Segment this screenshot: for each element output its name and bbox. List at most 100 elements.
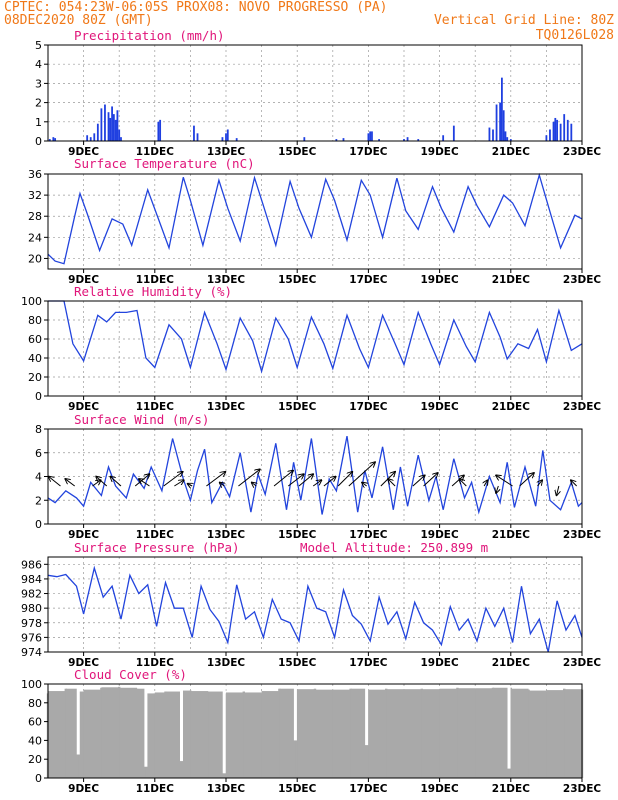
pressure-xtick-label: 19DEC <box>420 657 459 669</box>
precipitation-bar <box>495 104 498 141</box>
precipitation-bar <box>112 114 115 141</box>
wind-ytick-label: 6 <box>35 447 42 460</box>
wind-vector-arrow <box>459 479 467 487</box>
precipitation-bar <box>371 131 373 141</box>
wind-vector-arrow <box>312 480 321 487</box>
cloud-cover-bar <box>154 692 166 778</box>
cloud-cover-bar <box>457 688 476 778</box>
humidity-xtick-label: 15DEC <box>278 401 317 413</box>
precipitation-bar <box>342 138 345 141</box>
precipitation-bar <box>111 106 113 141</box>
cloud-cover-bar <box>145 693 155 778</box>
temperature-xtick-label: 9DEC <box>68 274 99 286</box>
temperature-ytick-label: 24 <box>28 231 42 244</box>
cloud-cover-bar <box>493 687 510 778</box>
wind-xtick-label: 11DEC <box>136 529 175 541</box>
pressure-xtick-label: 13DEC <box>207 657 246 669</box>
wind-vector-arrow <box>287 474 304 487</box>
cloud-cover-ytick-label: 40 <box>28 734 42 747</box>
wind-vector-arrow <box>556 485 558 496</box>
precipitation-bar <box>159 119 162 141</box>
humidity-xtick-label: 23DEC <box>563 401 602 413</box>
precipitation-ytick-label: 0 <box>35 135 42 148</box>
wind-vector-arrow <box>412 475 425 487</box>
wind-vector-arrow <box>65 479 75 487</box>
cloud-cover-xtick-label: 21DEC <box>492 783 531 795</box>
precipitation-xtick-label: 15DEC <box>278 146 317 158</box>
pressure-xtick-label: 21DEC <box>492 657 531 669</box>
precipitation-bar <box>96 123 99 141</box>
cloud-cover-bar <box>350 688 367 778</box>
cloud-cover-bar <box>510 688 529 778</box>
cloud-cover-gap <box>180 684 183 762</box>
cloud-cover-ytick-label: 0 <box>35 772 42 785</box>
pressure-xtick-label: 9DEC <box>68 657 99 669</box>
cloud-cover-xtick-label: 9DEC <box>68 783 99 795</box>
temperature-ytick-label: 28 <box>28 210 42 223</box>
humidity-ytick-label: 0 <box>35 390 42 403</box>
precipitation-bar <box>107 112 110 141</box>
precipitation-bar <box>109 117 112 141</box>
precipitation-bar <box>367 133 370 141</box>
precipitation-bar <box>225 133 227 141</box>
temperature-title: Surface Temperature (nC) <box>74 156 255 171</box>
wind-vector-arrow <box>571 480 578 487</box>
precipitation-bar <box>506 137 509 141</box>
wind-xtick-label: 9DEC <box>68 529 99 541</box>
wind-vector-arrow <box>519 473 534 487</box>
pressure-ytick-label: 986 <box>21 558 42 571</box>
cloud-cover-xtick-label: 11DEC <box>136 783 175 795</box>
temperature-xtick-label: 15DEC <box>278 274 317 286</box>
humidity-xtick-label: 11DEC <box>136 401 175 413</box>
precipitation-bar <box>378 139 380 141</box>
temperature-ytick-label: 36 <box>28 168 42 181</box>
header-model: TQ0126L028 <box>536 28 614 43</box>
wind-ytick-label: 4 <box>35 471 42 484</box>
humidity-title: Relative Humidity (%) <box>74 284 232 299</box>
cloud-cover-gap <box>76 684 80 755</box>
precipitation-bar <box>556 119 558 141</box>
wind-ytick-label: 0 <box>35 518 42 531</box>
cloud-cover-bar <box>279 688 296 778</box>
cloud-cover-bar <box>315 689 333 778</box>
cloud-cover-panel: 0 20 40 60 80 100 9DEC 11DEC 13DEC 15DEC 17DEC 19DE… <box>21 678 601 795</box>
temperature-ytick-label: 20 <box>28 252 42 265</box>
wind-vector-arrow <box>362 482 367 486</box>
precipitation-bar <box>235 138 238 141</box>
precipitation-bar <box>504 131 507 141</box>
wind-ytick-label: 8 <box>35 423 42 436</box>
precipitation-bar <box>369 131 372 141</box>
precipitation-bar <box>563 114 566 141</box>
precipitation-bar <box>570 123 573 141</box>
humidity-xtick-label: 9DEC <box>68 401 99 413</box>
precipitation-bar <box>52 137 55 141</box>
pressure-xtick-label: 15DEC <box>278 657 317 669</box>
precipitation-xtick-label: 23DEC <box>563 146 602 158</box>
wind-vector-arrow <box>348 462 375 487</box>
cloud-cover-bar <box>528 690 547 778</box>
precipitation-bar <box>104 104 106 141</box>
cloud-cover-ytick-label: 20 <box>28 753 42 766</box>
precipitation-bar <box>116 110 119 141</box>
precipitation-title: Precipitation (mm/h) <box>74 28 225 43</box>
pressure-title: Surface Pressure (hPa) <box>74 540 240 555</box>
wind-vector-arrow <box>96 476 108 487</box>
cloud-cover-bar <box>297 689 315 778</box>
temperature-panel: 20 24 28 32 36 9DEC 11DEC 13DEC 15DEC 17DEC 19DEC 2… <box>28 168 601 286</box>
temperature-xtick-label: 11DEC <box>136 274 175 286</box>
cloud-cover-gap <box>293 684 297 741</box>
cloud-cover-bar <box>83 689 102 778</box>
pressure-xtick-label: 17DEC <box>349 657 388 669</box>
pressure-ytick-label: 978 <box>21 617 42 630</box>
cloud-cover-bar <box>181 690 191 778</box>
wind-vector-arrow <box>174 480 184 487</box>
precipitation-bar <box>488 127 491 141</box>
cloud-cover-bar <box>119 687 137 778</box>
humidity-ytick-label: 100 <box>21 295 42 308</box>
cloud-cover-xtick-label: 15DEC <box>278 783 317 795</box>
precipitation-bar <box>552 121 555 141</box>
pressure-ytick-label: 982 <box>21 588 42 601</box>
header-location: CPTEC: 054:23W-06:05S PROX08: NOVO PROGR… <box>4 0 388 15</box>
cloud-cover-xtick-label: 13DEC <box>207 783 246 795</box>
